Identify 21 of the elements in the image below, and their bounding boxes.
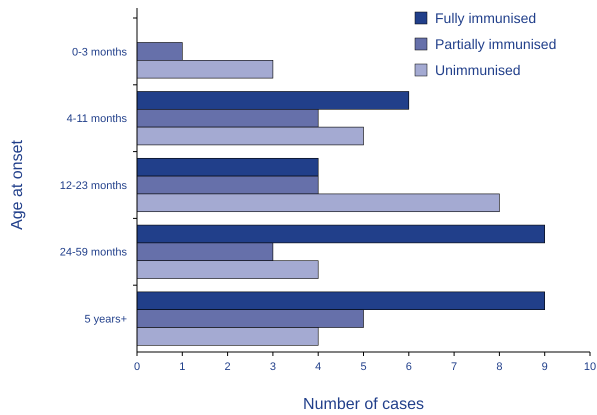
x-tick-label: 5 <box>360 361 367 373</box>
x-axis-title: Number of cases <box>303 396 424 413</box>
legend-label: Partially immunised <box>435 36 556 52</box>
y-tick-label: 12-23 months <box>60 180 128 192</box>
x-tick-label: 4 <box>315 361 322 373</box>
x-tick-label: 9 <box>542 361 548 373</box>
x-tick-label: 1 <box>179 361 186 373</box>
y-axis-title: Age at onset <box>9 140 26 230</box>
x-tick-label: 10 <box>584 361 596 373</box>
y-tick-label: 4-11 months <box>66 113 128 126</box>
x-tick-label: 2 <box>224 361 231 373</box>
x-tick-label: 3 <box>270 361 276 373</box>
y-tick-label: 5 years+ <box>84 313 127 326</box>
legend-label: Unimmunised <box>435 62 521 78</box>
y-tick-label: 24-59 months <box>60 246 128 259</box>
x-tick-label: 0 <box>134 361 140 373</box>
y-tick-label: 0-3 months <box>72 46 128 58</box>
x-tick-label: 8 <box>496 361 502 373</box>
legend-label: Fully immunised <box>435 10 536 26</box>
x-tick-label: 6 <box>406 361 412 373</box>
x-tick-label: 7 <box>451 361 458 373</box>
